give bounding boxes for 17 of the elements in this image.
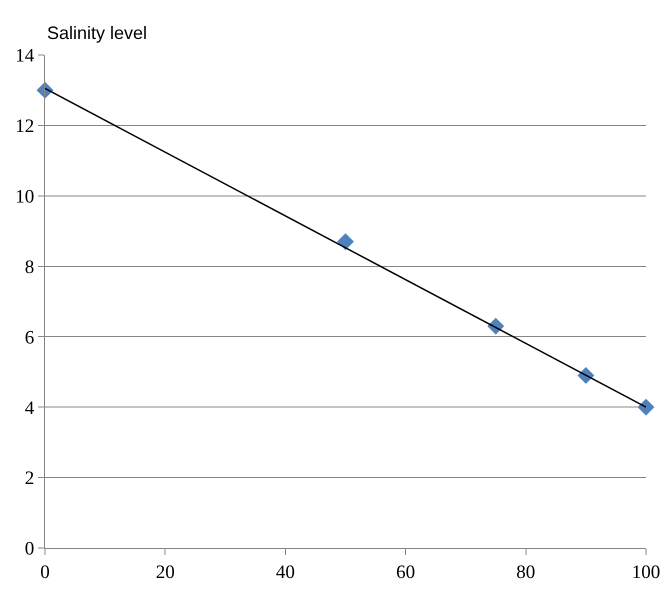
- y-tick-label: 12: [15, 116, 34, 138]
- y-tick-label: 14: [15, 46, 35, 67]
- point: [337, 233, 354, 250]
- y-tick-label: 0: [24, 538, 34, 560]
- y-tick-label: 10: [15, 186, 34, 208]
- y-tick-label: 8: [24, 256, 34, 278]
- y-tick-label: 6: [24, 327, 34, 348]
- x-tick-label: 80: [516, 562, 536, 583]
- x-tick-label: 20: [156, 562, 175, 583]
- x-tick-label: 0: [40, 562, 50, 583]
- point: [638, 398, 654, 416]
- y-tick-label: 2: [24, 468, 34, 490]
- x-tick-label: 40: [276, 562, 295, 583]
- x-tick-label: 60: [396, 562, 416, 583]
- y-tick-label: 4: [24, 398, 35, 419]
- x-tick-label: 100: [632, 562, 660, 583]
- y-axis-title: Salinity level: [47, 23, 148, 43]
